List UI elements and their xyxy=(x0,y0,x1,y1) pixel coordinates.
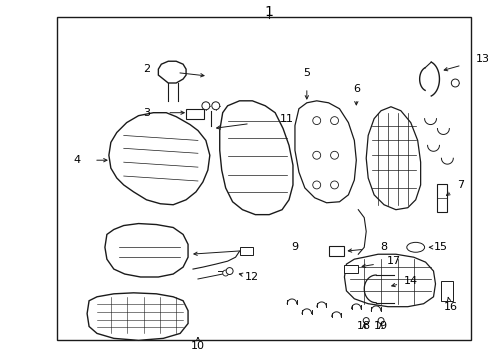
Text: 12: 12 xyxy=(245,272,259,282)
Circle shape xyxy=(330,151,338,159)
Circle shape xyxy=(312,151,320,159)
Text: 1: 1 xyxy=(264,5,273,19)
Bar xyxy=(57,17,470,340)
Text: 5: 5 xyxy=(303,68,310,78)
Text: 4: 4 xyxy=(74,155,81,165)
Polygon shape xyxy=(87,293,188,340)
Circle shape xyxy=(211,102,219,110)
Text: 3: 3 xyxy=(142,108,150,118)
Text: 16: 16 xyxy=(443,302,456,312)
Circle shape xyxy=(222,270,228,276)
Text: 13: 13 xyxy=(475,54,488,64)
Circle shape xyxy=(330,117,338,125)
Text: 14: 14 xyxy=(403,276,417,286)
Ellipse shape xyxy=(406,242,424,252)
Polygon shape xyxy=(105,224,188,277)
Bar xyxy=(186,109,203,119)
Polygon shape xyxy=(219,101,292,215)
Bar xyxy=(328,246,344,256)
Text: 18: 18 xyxy=(356,321,370,332)
Circle shape xyxy=(225,267,233,275)
Polygon shape xyxy=(366,107,420,210)
Text: 2: 2 xyxy=(142,64,150,74)
Text: 11: 11 xyxy=(280,114,293,123)
Circle shape xyxy=(312,181,320,189)
Circle shape xyxy=(377,318,383,324)
Text: 15: 15 xyxy=(432,242,447,252)
Text: 6: 6 xyxy=(352,84,359,94)
Polygon shape xyxy=(109,113,209,205)
Circle shape xyxy=(312,117,320,125)
Bar xyxy=(239,247,253,255)
Text: 10: 10 xyxy=(190,341,204,351)
Circle shape xyxy=(363,318,368,324)
Circle shape xyxy=(202,102,209,110)
Polygon shape xyxy=(294,101,356,203)
Text: 19: 19 xyxy=(373,321,387,332)
Bar xyxy=(437,184,447,212)
Circle shape xyxy=(330,181,338,189)
Text: 17: 17 xyxy=(386,256,400,266)
Polygon shape xyxy=(344,254,435,307)
Circle shape xyxy=(450,79,458,87)
Text: 7: 7 xyxy=(456,180,463,190)
Polygon shape xyxy=(158,61,186,83)
Bar xyxy=(344,265,358,273)
Text: 9: 9 xyxy=(291,242,298,252)
Text: 8: 8 xyxy=(380,242,387,252)
Bar xyxy=(441,281,452,301)
